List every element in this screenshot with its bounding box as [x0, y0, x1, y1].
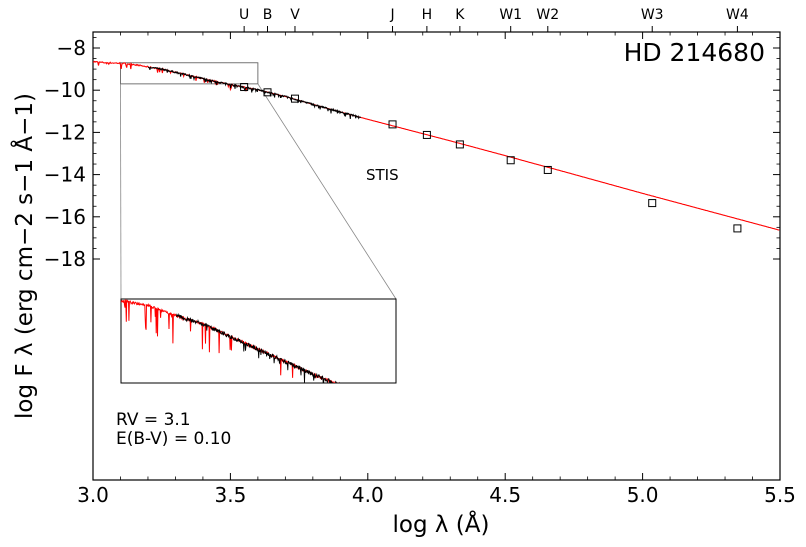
y-tick-label: −16	[44, 205, 86, 229]
x-tick-labels: 3.0 3.5 4.0 4.5 5.0 5.5	[77, 483, 796, 507]
axis-ticks	[92, 32, 781, 480]
band-label-j: J	[389, 7, 394, 23]
photometry-points	[240, 83, 742, 233]
ebv-annotation: E(B-V) = 0.10	[116, 429, 231, 449]
stis-spectrum-line	[147, 66, 362, 120]
photometry-point	[543, 165, 552, 174]
x-tick-label: 5.5	[764, 483, 796, 507]
x-tick-label: 4.0	[352, 483, 384, 507]
photometry-point	[733, 224, 742, 233]
photometry-point	[648, 199, 657, 208]
band-label-b: B	[263, 7, 273, 23]
x-tick-label: 4.5	[489, 483, 521, 507]
band-label-v: V	[290, 7, 300, 23]
photometry-point	[388, 120, 397, 129]
plot-frame	[92, 31, 781, 481]
photometry-point	[263, 88, 272, 97]
y-tick-label: −8	[57, 36, 86, 60]
y-axis-label: log F λ (erg cm−2 s−1 Å−1)	[10, 93, 38, 419]
band-label-u: U	[239, 7, 249, 23]
photometry-point	[422, 130, 431, 139]
stis-label: STIS	[366, 166, 399, 184]
zoom-connector-line	[257, 83, 397, 300]
band-label-w3: W3	[641, 7, 664, 23]
rv-annotation: RV = 3.1	[116, 410, 191, 430]
y-tick-labels: −8 −10 −12 −14 −16 −18	[44, 36, 86, 271]
inset-model-line	[121, 299, 340, 383]
x-tick-label: 3.0	[77, 483, 109, 507]
band-labels: U B V J H K W1 W2 W3 W4	[239, 7, 749, 32]
x-tick-label: 3.5	[214, 483, 246, 507]
band-label-k: K	[455, 7, 465, 23]
band-label-w4: W4	[726, 7, 749, 23]
band-label-w2: W2	[536, 7, 559, 23]
zoom-connector-line	[120, 83, 122, 300]
y-tick-label: −12	[44, 120, 86, 144]
chart-title: HD 214680	[624, 38, 765, 67]
x-tick-label: 5.0	[627, 483, 659, 507]
photometry-point	[240, 83, 249, 92]
photometry-point	[290, 94, 299, 103]
y-tick-label: −14	[44, 163, 86, 187]
photometry-point	[455, 140, 464, 149]
band-label-h: H	[422, 7, 433, 23]
zoom-region-box	[120, 62, 259, 85]
inset-stis-line	[175, 312, 341, 383]
photometry-point	[506, 156, 515, 165]
y-tick-label: −18	[44, 247, 86, 271]
x-axis-label: log λ (Å)	[393, 510, 490, 538]
y-tick-label: −10	[44, 78, 86, 102]
model-series-line	[93, 60, 780, 231]
band-label-w1: W1	[499, 7, 522, 23]
